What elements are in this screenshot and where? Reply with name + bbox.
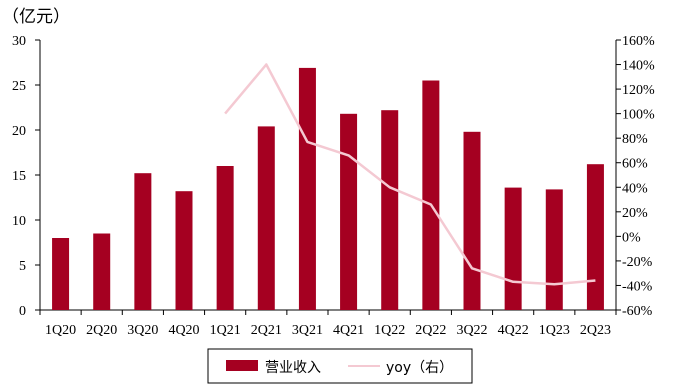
x-tick-label: 3Q20 <box>127 323 158 338</box>
left-tick-label: 0 <box>19 304 26 319</box>
left-tick-label: 10 <box>12 214 26 229</box>
x-tick-label: 4Q22 <box>498 323 529 338</box>
left-tick-label: 15 <box>12 169 26 184</box>
revenue-bar <box>545 189 563 310</box>
left-tick-label: 30 <box>12 34 26 49</box>
x-tick-label: 3Q21 <box>292 323 323 338</box>
x-tick-label: 3Q22 <box>456 323 487 338</box>
x-tick-label: 1Q21 <box>210 323 241 338</box>
left-tick-label: 5 <box>19 259 26 274</box>
axes: 0 5 10 15 20 25 30 -60% -40% -20% 0% 20% 40% 60% 80% 10… <box>12 34 655 319</box>
right-tick-label: 20% <box>622 206 648 221</box>
right-tick-label: 80% <box>622 132 648 147</box>
right-tick-label: 0% <box>622 230 641 245</box>
right-tick-label: -40% <box>622 279 653 294</box>
revenue-bar <box>175 191 193 310</box>
yoy-line <box>224 63 596 286</box>
x-tick-label: 4Q21 <box>333 323 364 338</box>
legend-bar-swatch <box>226 360 258 371</box>
revenue-bar <box>504 187 522 310</box>
revenue-bar <box>216 166 234 310</box>
revenue-bar <box>52 238 70 310</box>
legend-box <box>207 348 473 384</box>
revenue-bar <box>257 126 275 311</box>
revenue-bar <box>340 113 358 310</box>
legend: 营业收入 yoy（右） <box>207 348 473 384</box>
legend-line-label: yoy（右） <box>386 360 453 376</box>
x-axis-labels: 1Q20 2Q20 3Q20 4Q20 1Q21 2Q21 3Q21 4Q21 1Q22 2Q22… <box>45 323 611 338</box>
revenue-bar <box>93 233 111 310</box>
x-tick-label: 2Q22 <box>415 323 446 338</box>
revenue-bar <box>298 67 316 311</box>
yoy-line-path <box>224 63 596 286</box>
x-tick-label: 2Q21 <box>251 323 282 338</box>
right-tick-label: 40% <box>622 181 648 196</box>
x-tick-label: 1Q23 <box>539 323 570 338</box>
right-tick-label: 120% <box>622 83 655 98</box>
right-tick-label: 140% <box>622 59 655 74</box>
x-tick-label: 1Q22 <box>374 323 405 338</box>
left-tick-label: 25 <box>12 79 26 94</box>
revenue-bar <box>586 164 604 310</box>
right-tick-label: -20% <box>622 255 653 270</box>
revenue-bars <box>52 67 604 311</box>
right-tick-label: -60% <box>622 304 653 319</box>
revenue-bar <box>134 173 152 310</box>
revenue-bar <box>463 131 481 310</box>
x-tick-label: 2Q20 <box>86 323 117 338</box>
revenue-bar <box>381 110 399 310</box>
right-tick-label: 60% <box>622 157 648 172</box>
right-tick-label: 100% <box>622 108 655 123</box>
left-tick-label: 20 <box>12 124 26 139</box>
left-axis-unit-label: （亿元） <box>2 7 70 27</box>
right-tick-label: 160% <box>622 34 655 49</box>
x-tick-label: 4Q20 <box>168 323 199 338</box>
x-tick-label: 1Q20 <box>45 323 76 338</box>
legend-bar-label: 营业收入 <box>265 360 321 376</box>
revenue-bar <box>422 80 440 310</box>
x-tick-label: 2Q23 <box>580 323 611 338</box>
